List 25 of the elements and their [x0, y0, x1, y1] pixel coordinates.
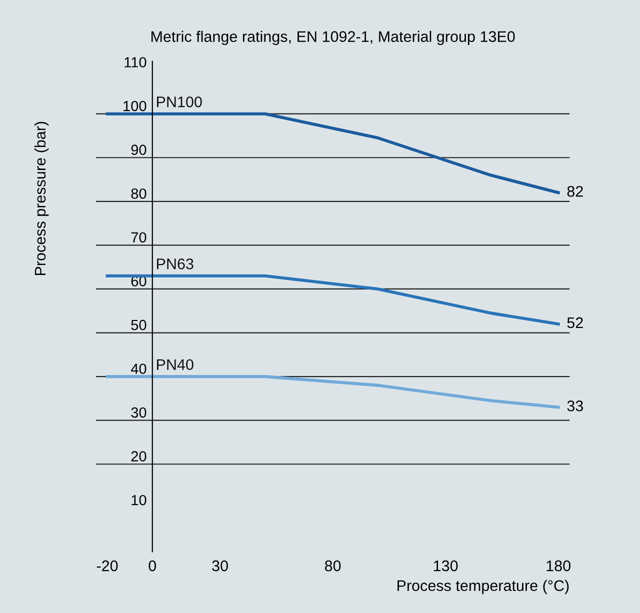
y-tick-label: 90: [131, 144, 146, 155]
data-label: 52: [567, 317, 583, 328]
x-tick-label: -20: [96, 560, 118, 572]
y-tick-label: 100: [124, 100, 146, 112]
x-tick-label: 130: [434, 560, 458, 572]
y-tick-label: 20: [131, 451, 146, 462]
y-tick-label: 70: [131, 232, 146, 243]
data-label: 33: [567, 400, 583, 412]
y-tick-label: 50: [131, 320, 146, 330]
y-axis-title: Process pressure (bar): [34, 122, 49, 276]
y-tick-label: 80: [131, 188, 146, 199]
x-tick-label: 180: [546, 560, 570, 572]
x-tick-label: 30: [212, 560, 228, 572]
data-label: 82: [567, 186, 583, 197]
y-tick-label: 10: [132, 494, 146, 506]
series-label: PN40: [157, 359, 194, 370]
series-label: PN100: [157, 96, 202, 108]
x-tick-label: 0: [148, 560, 156, 572]
series-label: PN63: [157, 258, 194, 270]
x-axis-title: Process temperature (°C): [398, 580, 569, 594]
y-tick-label: 40: [130, 364, 146, 374]
y-tick-label: 30: [131, 407, 146, 418]
x-tick-label: 80: [324, 560, 341, 572]
chart-title: Metric flange ratings, EN 1092-1, Material group 13E0: [151, 30, 515, 46]
y-tick-label: 110: [124, 57, 146, 68]
